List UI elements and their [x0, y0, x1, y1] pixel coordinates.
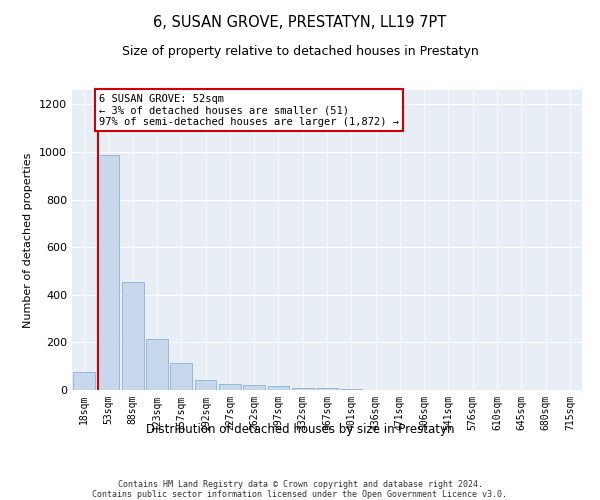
Bar	[243, 385, 265, 390]
Bar	[122, 282, 143, 390]
Text: Size of property relative to detached houses in Prestatyn: Size of property relative to detached ho…	[122, 45, 478, 58]
Bar	[97, 156, 119, 390]
Text: 6, SUSAN GROVE, PRESTATYN, LL19 7PT: 6, SUSAN GROVE, PRESTATYN, LL19 7PT	[154, 15, 446, 30]
Text: Distribution of detached houses by size in Prestatyn: Distribution of detached houses by size …	[146, 422, 454, 436]
Bar	[219, 384, 241, 390]
Bar	[73, 372, 95, 390]
Bar	[146, 339, 168, 390]
Bar	[170, 362, 192, 390]
Text: 6 SUSAN GROVE: 52sqm
← 3% of detached houses are smaller (51)
97% of semi-detach: 6 SUSAN GROVE: 52sqm ← 3% of detached ho…	[99, 94, 399, 127]
Y-axis label: Number of detached properties: Number of detached properties	[23, 152, 34, 328]
Bar	[340, 389, 362, 390]
Text: Contains HM Land Registry data © Crown copyright and database right 2024.
Contai: Contains HM Land Registry data © Crown c…	[92, 480, 508, 500]
Bar	[316, 388, 338, 390]
Bar	[268, 386, 289, 390]
Bar	[194, 380, 217, 390]
Bar	[292, 388, 314, 390]
